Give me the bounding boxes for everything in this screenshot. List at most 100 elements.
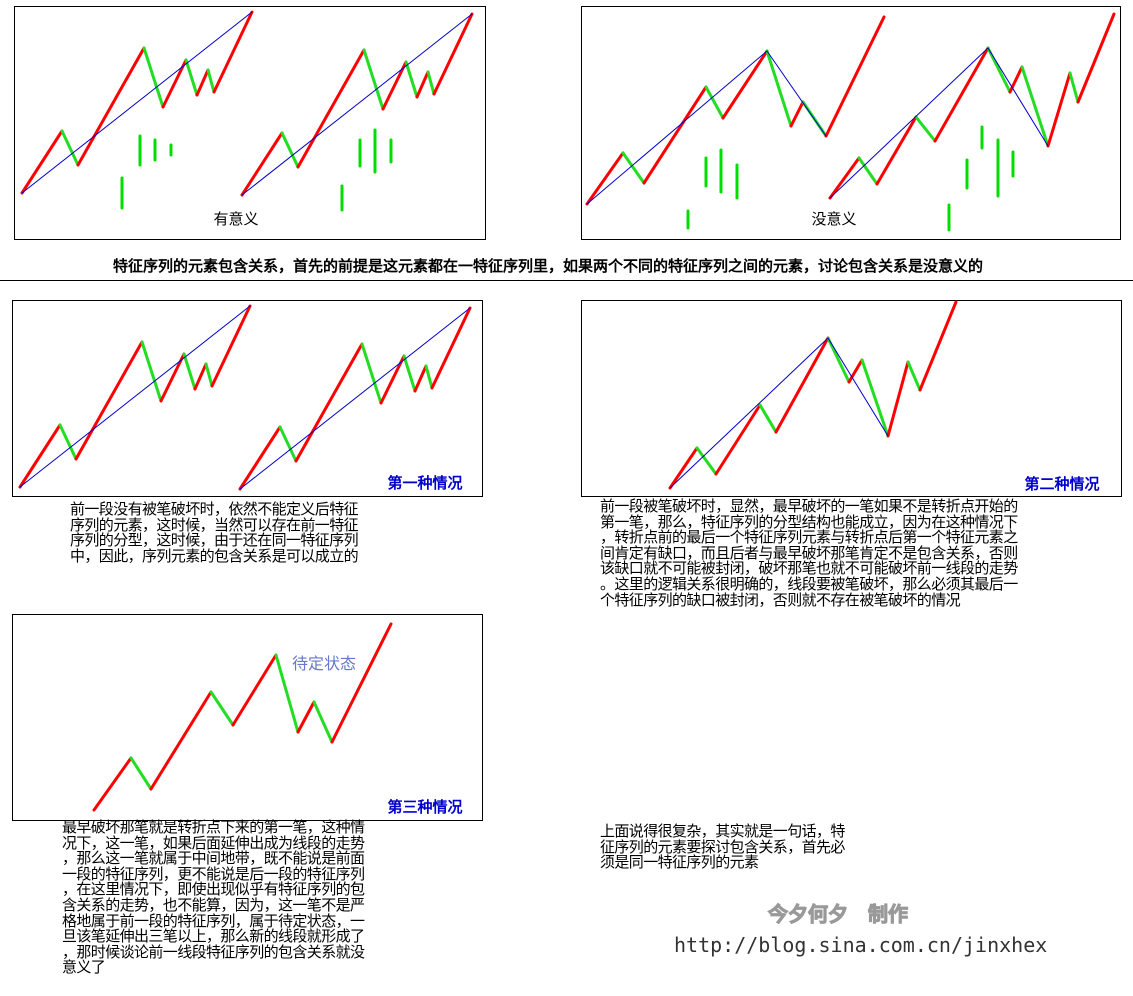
stroke-segment: [875, 115, 918, 186]
panel-frame: [12, 300, 483, 497]
stroke-segment: [278, 425, 298, 463]
stroke-segment: [765, 49, 793, 128]
text-line: ，那时候谈论前一线段特征序列的包含关系就没: [62, 942, 365, 961]
stroke-segment: [1046, 71, 1072, 148]
stroke-segment: [60, 129, 80, 167]
paragraph: 上面说得很复杂，其实就是一句话，特 征序列的元素要探讨包含关系，首先必 须是同一特征…: [600, 822, 845, 872]
text-line: 该缺口就不可能被封闭，破坏那笔也就不可能破坏前一线段的走势: [600, 559, 1018, 578]
trend-line: [987, 47, 1049, 147]
text-line: 序列的元素，这时候，当然可以存在前一特征: [70, 515, 359, 534]
text-line: 前一段被笔破坏时，显然，最早破坏的一笔如果不是转折点开始的: [600, 497, 1018, 515]
panel-label: 第二种情况: [1024, 475, 1099, 493]
stroke-segment: [695, 446, 718, 476]
stroke-segment: [195, 68, 210, 97]
stroke-segment: [918, 300, 958, 392]
panel-label: 有意义: [213, 210, 258, 228]
text-line: ，那么这一笔就属于中间地带，既不能说是前面: [62, 849, 365, 868]
text-line: 序列的分型，这时候，由于还在同一特征序列: [70, 531, 359, 550]
stroke-segment: [18, 423, 62, 489]
stroke-segment: [238, 425, 282, 491]
stroke-segment: [1008, 65, 1024, 94]
text-line: 旦该笔延伸出三笔以上，那么新的线段就形成了: [62, 927, 365, 946]
stroke-segment: [621, 151, 646, 185]
stroke-segment: [20, 129, 64, 195]
stroke-segment: [906, 360, 922, 392]
stroke-segment: [774, 336, 830, 434]
text-line: 征序列的元素要探讨包含关系，首先必: [600, 837, 845, 856]
trend-line: [669, 337, 829, 489]
stroke-segment: [294, 342, 364, 463]
text-line: ，转折点前的最后一个特征序列元素与转折点后第一个特征元素之: [600, 528, 1018, 547]
stroke-segment: [129, 756, 153, 791]
stroke-segment: [668, 446, 699, 490]
stroke-segment: [847, 358, 864, 384]
stroke-segment: [182, 352, 197, 391]
stroke-segment: [714, 403, 762, 476]
text-line: 中，因此，序列元素的包含关系是可以成立的: [70, 546, 359, 565]
stroke-segment: [933, 46, 990, 143]
note: 待定状态: [292, 654, 356, 673]
stroke-segment: [413, 364, 428, 393]
stroke-segment: [430, 306, 472, 390]
url: http://blog.sina.com.cn/jinxhex: [674, 933, 1047, 957]
stroke-segment: [402, 354, 417, 393]
stroke-segment: [424, 364, 434, 390]
panel-label: 没意义: [811, 210, 856, 228]
stroke-segment: [210, 304, 252, 388]
stroke-segment: [149, 690, 213, 791]
stroke-segment: [704, 85, 725, 120]
trend-line: [586, 50, 768, 205]
panel-frame: [581, 6, 1121, 240]
trend-line: [827, 337, 889, 437]
stroke-segment: [92, 756, 133, 812]
stroke-segment: [381, 60, 408, 111]
stroke-segment: [886, 360, 910, 438]
stroke-segment: [58, 423, 78, 461]
stroke-segment: [758, 403, 778, 434]
stroke-segment: [426, 70, 436, 96]
stroke-segment: [159, 352, 186, 403]
text-line: 间肯定有缺口，而且后者与最早破坏那笔肯定不是包含关系，否则: [600, 543, 1018, 562]
stroke-segment: [184, 58, 199, 97]
stroke-segment: [1020, 65, 1050, 148]
text-line: 个特征序列的缺口被封闭，否则就不存在被笔破坏的情况: [600, 590, 961, 609]
caption: 特征序列的元素包含关系，首先的前提是这元素都在一特征序列里，如果两个不同的特征序…: [113, 257, 983, 275]
stroke-segment: [312, 700, 334, 744]
stroke-segment: [404, 60, 419, 99]
stroke-segment: [142, 46, 165, 109]
text-line: 意义了: [62, 958, 106, 977]
stroke-segment: [642, 85, 708, 185]
text-line: 况下，这一笔，如果后面延伸出成为线段的走势: [62, 833, 365, 852]
stroke-segment: [415, 70, 430, 99]
text-line: 含关系的走势，也不能算，因为，这一笔不是严: [62, 895, 365, 914]
stroke-segment: [789, 100, 805, 128]
stroke-segment: [721, 49, 769, 120]
trend-line: [766, 50, 827, 137]
text-line: ，在这里情况下，即使出现似乎有特征序列的包: [62, 880, 365, 899]
stroke-segment: [379, 354, 406, 405]
stroke-segment: [330, 622, 393, 744]
stroke-segment: [585, 151, 625, 206]
paragraph: 最早破坏那笔就是转折点下来的第一笔，这种情 况下，这一笔，如果后面延伸出成为线段的…: [62, 818, 365, 977]
stroke-segment: [161, 58, 188, 109]
text-line: 上面说得很复杂，其实就是一句话，特: [600, 822, 845, 840]
text-line: 最早破坏那笔就是转折点下来的第一笔，这种情: [62, 818, 365, 836]
stroke-segment: [212, 10, 254, 94]
stroke-segment: [74, 340, 144, 461]
stroke-segment: [140, 340, 163, 403]
stroke-segment: [914, 115, 937, 143]
trend-line: [21, 11, 253, 194]
trend-line: [829, 47, 989, 199]
stroke-segment: [986, 46, 1012, 94]
text-line: 须是同一特征序列的元素: [600, 853, 759, 872]
stroke-segment: [231, 653, 278, 727]
stroke-segment: [193, 362, 208, 391]
stroke-segment: [76, 46, 146, 167]
stroke-segment: [860, 358, 890, 438]
stroke-segment: [209, 690, 235, 727]
stroke-segment: [204, 362, 214, 388]
stroke-segment: [857, 156, 879, 186]
trend-line: [239, 307, 471, 490]
